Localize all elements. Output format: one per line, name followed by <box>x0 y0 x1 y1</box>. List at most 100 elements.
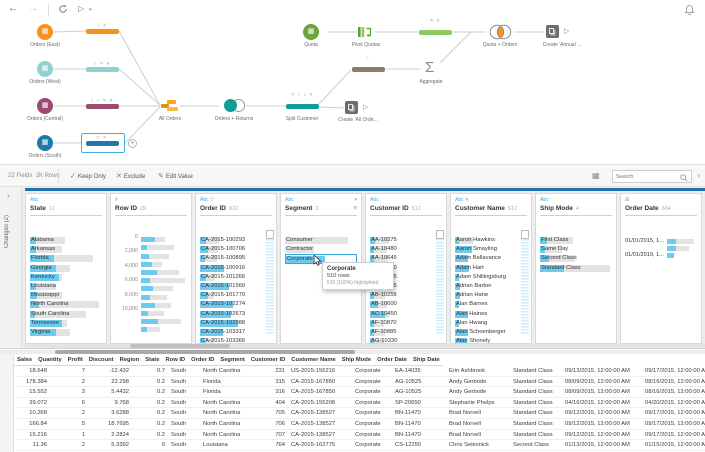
profile-card-order-date[interactable]: ⊞ Order Date 604 01/01/2015, 1... 01/01/20… <box>620 193 702 344</box>
profile-card-row-id[interactable]: # Row ID 2K 0 2,000 4,000 6,000 8,000 10,000 <box>110 193 192 344</box>
value-row[interactable]: Florida <box>30 254 102 263</box>
histogram-bar[interactable] <box>141 252 187 260</box>
join-step-icon[interactable] <box>224 99 246 113</box>
grid-data-row[interactable]: 10.368 2 3.6288 0.2 South North Carolina 70… <box>14 408 705 419</box>
histogram-bar[interactable] <box>141 293 187 301</box>
run-output-icon[interactable]: ▷ <box>564 28 570 35</box>
notifications-bell-icon[interactable] <box>684 4 695 18</box>
grid-view-icon[interactable]: ▦ <box>592 171 600 180</box>
grid-column-header[interactable]: Customer Name <box>288 354 339 366</box>
value-row[interactable]: Aaron Smayling <box>455 246 497 254</box>
output-step-icon[interactable] <box>345 101 358 114</box>
histogram-bar[interactable] <box>141 285 187 293</box>
grid-data-row[interactable]: 39.072 6 9.768 0.2 South North Carolina 404… <box>14 398 705 409</box>
grid-column-header[interactable]: Row ID <box>162 354 189 366</box>
clean-step-central[interactable] <box>86 103 119 109</box>
grid-column-header[interactable]: Segment <box>217 354 248 366</box>
value-row[interactable]: Alan Haines <box>455 310 488 318</box>
value-row[interactable]: AA-10375 <box>370 237 397 244</box>
profile-card-customer-name[interactable]: Abc ✎ Customer Name 512 Aaron Hawkins Aar… <box>450 193 532 344</box>
grid-column-header[interactable]: Customer ID <box>247 354 289 366</box>
input-node-orders-west[interactable]: ▦ <box>37 61 53 77</box>
changes-panel-label[interactable]: Changes (2) <box>4 215 10 249</box>
value-row[interactable]: AG-10330 <box>370 338 398 344</box>
exclude-button[interactable]: ✕ Exclude <box>116 173 146 180</box>
value-row[interactable]: Same Day <box>540 246 569 254</box>
grid-data-row[interactable]: 166.84 5 18.7695 0.2 South North Carolina 7… <box>14 419 705 430</box>
collapse-caret-icon[interactable]: ∨ <box>697 173 701 179</box>
refresh-icon[interactable] <box>58 4 68 17</box>
value-row[interactable]: CA-2015-101560 <box>200 282 246 290</box>
field-name[interactable]: Row ID 2K <box>115 205 147 212</box>
field-name[interactable]: State 11 <box>30 205 55 212</box>
value-row[interactable]: Adam Bellavance <box>455 255 502 263</box>
value-row[interactable]: Corporate <box>285 254 357 265</box>
minimap-scrollbar[interactable] <box>521 230 529 335</box>
back-icon[interactable]: ← <box>8 3 18 14</box>
value-row[interactable]: South Carolina <box>30 310 102 319</box>
clean-step-south-selected[interactable] <box>86 140 119 146</box>
histogram-bar[interactable] <box>667 252 698 259</box>
flow-canvas[interactable]: ▦ Orders (East) ▦ Orders (West) ▦ Orders… <box>0 18 705 164</box>
aggregate-step-icon[interactable]: Σ <box>425 59 435 76</box>
output-step-icon[interactable] <box>546 25 559 38</box>
pivot-step-icon[interactable] <box>358 25 374 41</box>
value-row[interactable]: Aaron Hawkins <box>455 237 495 244</box>
grid-column-header[interactable]: Ship Date <box>410 354 443 366</box>
value-row[interactable]: CA-2015-102988 <box>200 319 246 327</box>
value-row[interactable]: AB-10255 <box>370 292 397 300</box>
minimap-scrollbar[interactable] <box>266 230 274 335</box>
value-row[interactable]: CA-2015-100293 <box>200 237 246 244</box>
grid-column-header[interactable]: Ship Mode <box>338 354 375 366</box>
value-row[interactable]: First Class <box>540 236 612 245</box>
value-row[interactable]: Alan Barnes <box>455 301 488 309</box>
value-row[interactable]: AA-10645 <box>370 255 397 263</box>
grid-column-header[interactable]: Region <box>116 354 143 366</box>
histogram-bar[interactable] <box>141 236 187 244</box>
grid-column-header[interactable]: State <box>142 354 163 366</box>
search-box[interactable] <box>612 170 692 183</box>
value-row[interactable]: AF-10870 <box>370 319 397 327</box>
grid-column-header[interactable]: Sales <box>14 354 36 366</box>
value-row[interactable]: CA-2015-103317 <box>200 328 246 336</box>
histogram-bar[interactable] <box>141 277 187 285</box>
clean-step-aggregate-input[interactable] <box>352 66 385 72</box>
profile-horizontal-scrollbar[interactable] <box>25 344 705 348</box>
join-quota-orders-icon[interactable] <box>487 24 514 42</box>
value-row[interactable]: CA-2015-101266 <box>200 273 246 281</box>
value-row[interactable]: AA-10480 <box>370 246 397 254</box>
value-row[interactable]: Kentucky <box>30 273 102 282</box>
run-flow-icon[interactable]: ▷ <box>78 4 85 13</box>
value-row[interactable]: Alan Schoenberger <box>455 328 506 336</box>
value-row[interactable]: Adrian Hane <box>455 292 489 300</box>
grid-data-row[interactable]: 178.384 2 22.298 0.2 South Florida 315 CA-20… <box>14 377 705 388</box>
keep-only-button[interactable]: ✓ Keep Only <box>70 173 106 180</box>
grid-column-header[interactable]: Discount <box>85 354 117 366</box>
input-node-quota[interactable]: ▦ <box>303 24 319 40</box>
grid-column-header[interactable]: Order ID <box>188 354 218 366</box>
profile-card-customer-id[interactable]: Abc Customer ID 512 AA-10375 AA-10480 <box>365 193 447 344</box>
value-row[interactable]: Mississippi <box>30 291 102 300</box>
input-node-orders-south[interactable]: ▦ <box>37 135 53 151</box>
value-row[interactable]: CA-2015-100706 <box>200 246 246 254</box>
input-node-orders-central[interactable]: ▦ <box>37 98 53 114</box>
histogram-bar[interactable] <box>667 245 698 252</box>
value-row[interactable]: CA-2015-100916 <box>200 264 246 272</box>
value-row[interactable]: CA-2015-102274 <box>200 301 246 309</box>
value-row[interactable]: Consumer <box>285 236 357 245</box>
value-row[interactable]: Contractor <box>285 246 314 254</box>
minimap-scrollbar[interactable] <box>436 230 444 335</box>
union-step-icon[interactable] <box>161 99 179 113</box>
value-row[interactable]: AB-10600 <box>370 301 397 309</box>
clean-step-east[interactable] <box>86 28 119 34</box>
run-output-icon[interactable]: ▷ <box>363 104 369 111</box>
add-step-plus-icon[interactable]: + <box>128 139 137 148</box>
value-row[interactable]: Alan Shonely <box>455 338 491 344</box>
value-row[interactable]: Alabama <box>30 236 102 245</box>
histogram-bar[interactable] <box>141 302 187 310</box>
input-node-orders-east[interactable]: ▦ <box>37 24 53 40</box>
value-row[interactable]: Adam Hart <box>455 264 484 272</box>
value-row[interactable]: Second Class <box>540 255 577 263</box>
field-name[interactable]: Ship Mode 4 <box>540 205 579 212</box>
histogram-bar[interactable] <box>141 269 187 277</box>
